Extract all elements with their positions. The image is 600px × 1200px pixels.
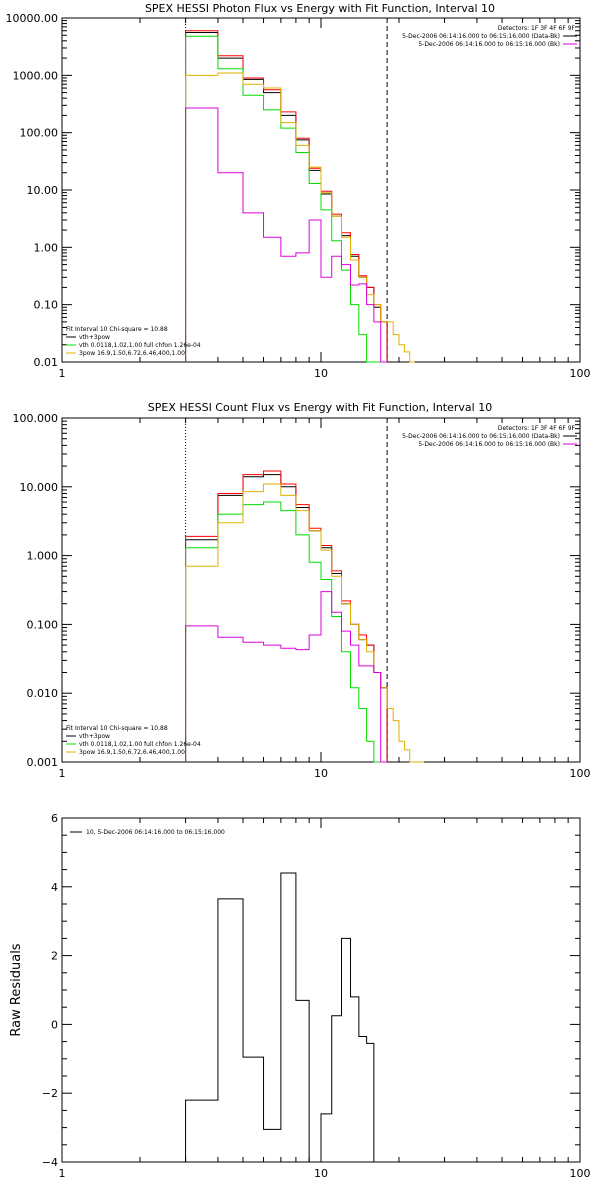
panel-photon-flux: SPEX HESSI Photon Flux vs Energy with Fi…	[6, 2, 591, 380]
y-tick-label: 6	[51, 812, 58, 825]
x-tick-label: 10	[314, 767, 328, 780]
y-tick-label: 0.010	[27, 687, 59, 700]
x-tick-label: 10	[314, 367, 328, 380]
y-tick-label: 0	[51, 1018, 58, 1031]
legend-detectors: Detectors: 1F 3F 4F 6F 9F	[498, 25, 576, 32]
legend-label-3pow: 3pow 16.9,1.50,6.72,6.46,400,1.00	[79, 749, 185, 756]
series-line-e0b000	[185, 72, 415, 363]
series-line-000000	[185, 474, 388, 762]
legend-fit-header: Fit Interval 10 Chi-square = 10.88	[66, 326, 168, 333]
y-tick-label: 1.000	[27, 550, 59, 563]
legend-date-data-bk: 5-Dec-2006 06:14:16.000 to 06:15:16.000 …	[402, 33, 560, 40]
y-tick-label: 0.01	[34, 356, 59, 369]
x-tick-label: 1	[59, 767, 66, 780]
legend-label-residual: 10, 5-Dec-2006 06:14:16.000 to 06:15:16.…	[86, 829, 225, 836]
legend-fit-header: Fit Interval 10 Chi-square = 10.88	[66, 725, 168, 732]
legend-date-bk: 5-Dec-2006 06:14:16.000 to 06:15:16.000 …	[418, 441, 560, 448]
y-tick-label: 10.000	[20, 481, 59, 494]
legend-top-left: 10, 5-Dec-2006 06:14:16.000 to 06:15:16.…	[70, 829, 225, 836]
legend-label-vth: vth 0.0118,1.02,1.00 full chfon 1.26e-04	[79, 741, 201, 748]
legend-date-data-bk: 5-Dec-2006 06:14:16.000 to 06:15:16.000 …	[402, 433, 560, 440]
legend-bottom-left: Fit Interval 10 Chi-square = 10.88 vth+3…	[66, 725, 201, 756]
legend-top-right: Detectors: 1F 3F 4F 6F 9F 5-Dec-2006 06:…	[402, 425, 577, 448]
y-tick-label: 0.100	[27, 618, 59, 631]
series-line-ff0000	[185, 30, 388, 362]
legend-detectors: Detectors: 1F 3F 4F 6F 9F	[498, 425, 576, 432]
y-tick-label: −2	[42, 1087, 58, 1100]
y-tick-label: 100.00	[20, 127, 59, 140]
y-axis-label: Raw Residuals	[9, 943, 24, 1036]
legend-top-right: Detectors: 1F 3F 4F 6F 9F 5-Dec-2006 06:…	[402, 25, 577, 48]
x-tick-label: 100	[570, 367, 591, 380]
y-tick-label: 0.001	[27, 756, 59, 769]
y-tick-label: 1000.00	[13, 69, 59, 82]
y-tick-label: 10000.00	[6, 12, 59, 25]
y-tick-label: 2	[51, 950, 58, 963]
series-line-dd00dd	[185, 107, 388, 363]
x-tick-label: 1	[59, 367, 66, 380]
y-tick-label: −4	[42, 1156, 58, 1169]
series-line-000000	[185, 872, 388, 1163]
series-line-e0b000	[185, 483, 425, 763]
series-line-dd00dd	[185, 591, 388, 763]
x-tick-label: 10	[314, 1167, 328, 1180]
legend-bottom-left: Fit Interval 10 Chi-square = 10.88 vth+3…	[66, 326, 201, 357]
plot-frame	[61, 817, 581, 1163]
y-tick-label: 4	[51, 881, 58, 894]
series-line-00dd00	[185, 501, 388, 763]
panel-residuals: Raw Residuals 1 10 100 −4 −2 0 2 4 6 10, 5-Dec-2…	[9, 812, 591, 1180]
y-tick-label: 10.00	[27, 184, 59, 197]
panel-count-flux: SPEX HESSI Count Flux vs Energy with Fit…	[13, 401, 591, 780]
y-tick-label: 100.000	[13, 412, 59, 425]
legend-label-total: vth+3pow	[79, 733, 110, 740]
y-tick-label: 1.00	[34, 241, 59, 254]
series-line-ff0000	[185, 470, 388, 762]
legend-label-total: vth+3pow	[79, 334, 110, 341]
x-tick-label: 1	[59, 1167, 66, 1180]
series-line-000000	[185, 31, 388, 362]
plot-frame	[61, 417, 581, 763]
chart-title: SPEX HESSI Count Flux vs Energy with Fit…	[148, 401, 492, 414]
chart-title: SPEX HESSI Photon Flux vs Energy with Fi…	[145, 2, 495, 15]
legend-date-bk: 5-Dec-2006 06:14:16.000 to 06:15:16.000 …	[418, 41, 560, 48]
legend-label-3pow: 3pow 16.9,1.50,6.72,6.46,400,1.00	[79, 350, 185, 357]
legend-label-vth: vth 0.0118,1.02,1.00 full chfon 1.26e-04	[79, 342, 201, 349]
x-tick-label: 100	[570, 1167, 591, 1180]
series-line-00dd00	[185, 35, 388, 363]
x-tick-label: 100	[570, 767, 591, 780]
y-tick-label: 0.10	[34, 299, 59, 312]
